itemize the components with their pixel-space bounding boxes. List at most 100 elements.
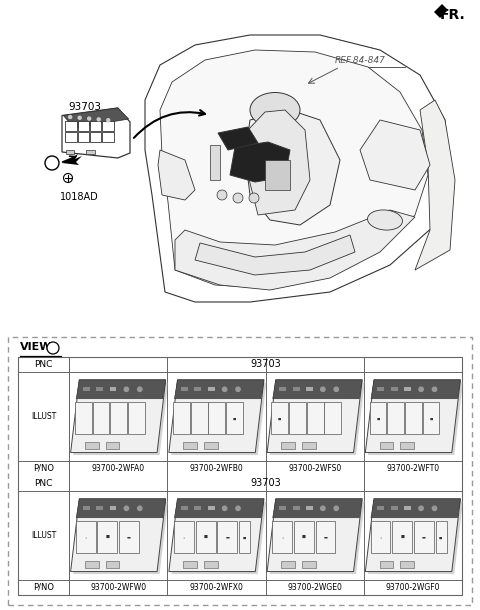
Polygon shape — [270, 382, 365, 455]
Bar — [109, 506, 117, 511]
Circle shape — [334, 506, 338, 511]
Bar — [271, 402, 288, 434]
Text: ■: ■ — [278, 417, 281, 420]
Polygon shape — [62, 108, 130, 158]
Bar — [90, 132, 101, 142]
Bar — [392, 522, 412, 553]
Polygon shape — [62, 154, 82, 165]
Polygon shape — [365, 380, 460, 453]
Bar — [181, 506, 188, 511]
Circle shape — [138, 387, 142, 392]
Bar — [194, 387, 201, 392]
Text: ■: ■ — [439, 536, 442, 539]
Text: A: A — [49, 159, 55, 168]
Text: ILLUST: ILLUST — [31, 412, 56, 421]
Bar — [391, 506, 398, 511]
Polygon shape — [76, 380, 166, 399]
Bar — [404, 506, 411, 511]
Bar — [97, 522, 117, 553]
Bar — [109, 387, 117, 392]
Polygon shape — [71, 499, 166, 572]
Text: ▬: ▬ — [324, 536, 327, 539]
Bar — [83, 387, 90, 392]
Bar — [279, 506, 286, 511]
Text: ■: ■ — [242, 536, 246, 539]
Text: VIEW: VIEW — [20, 342, 52, 352]
Text: PNC: PNC — [35, 479, 53, 488]
Polygon shape — [175, 499, 264, 518]
Bar — [422, 402, 440, 434]
Ellipse shape — [250, 93, 300, 127]
Polygon shape — [73, 382, 168, 455]
Bar — [85, 561, 99, 568]
Bar — [208, 387, 215, 392]
Text: 93703: 93703 — [250, 478, 281, 489]
Polygon shape — [245, 110, 340, 225]
Circle shape — [419, 387, 423, 392]
Text: 93703: 93703 — [68, 102, 101, 112]
Circle shape — [233, 193, 243, 203]
Polygon shape — [71, 380, 166, 453]
Circle shape — [321, 506, 325, 511]
Text: ◦: ◦ — [379, 536, 382, 539]
Bar — [102, 132, 114, 142]
Circle shape — [419, 506, 423, 511]
Text: 93700-2WFA0: 93700-2WFA0 — [92, 464, 145, 473]
Bar — [306, 506, 313, 511]
Text: ◦: ◦ — [183, 536, 185, 539]
Bar — [281, 561, 295, 568]
Bar — [18, 357, 462, 595]
Polygon shape — [169, 380, 264, 453]
Bar — [293, 387, 300, 392]
Text: 93700-2WFX0: 93700-2WFX0 — [190, 583, 243, 592]
Bar — [65, 132, 77, 142]
Polygon shape — [368, 382, 463, 455]
Bar — [272, 522, 292, 553]
Text: ■: ■ — [400, 536, 404, 539]
Polygon shape — [175, 380, 264, 399]
Bar — [380, 442, 394, 449]
Circle shape — [124, 387, 129, 392]
Bar — [90, 121, 101, 131]
Bar — [302, 442, 316, 449]
Bar — [183, 442, 197, 449]
Bar — [405, 402, 422, 434]
Polygon shape — [270, 501, 365, 574]
Bar — [181, 387, 188, 392]
Circle shape — [236, 506, 240, 511]
Bar — [307, 402, 324, 434]
Polygon shape — [267, 499, 362, 572]
Bar — [306, 387, 313, 392]
Bar — [191, 402, 208, 434]
Bar — [78, 121, 89, 131]
Bar — [75, 402, 92, 434]
Bar — [239, 522, 250, 553]
Polygon shape — [195, 235, 355, 275]
Bar — [404, 387, 411, 392]
Circle shape — [432, 506, 437, 511]
Text: P/NO: P/NO — [33, 583, 54, 592]
Text: ▬: ▬ — [127, 536, 131, 539]
Circle shape — [45, 156, 59, 170]
Circle shape — [236, 387, 240, 392]
Polygon shape — [171, 501, 266, 574]
Text: 93700-2WFW0: 93700-2WFW0 — [90, 583, 146, 592]
Bar — [102, 121, 114, 131]
Polygon shape — [371, 499, 460, 518]
Polygon shape — [210, 145, 220, 180]
Circle shape — [217, 190, 227, 200]
Polygon shape — [434, 4, 448, 18]
Bar — [265, 160, 290, 190]
Text: REF.84-847: REF.84-847 — [335, 56, 386, 65]
Bar — [96, 387, 103, 392]
Bar — [128, 402, 145, 434]
Text: ILLUST: ILLUST — [31, 531, 56, 540]
Bar — [370, 402, 386, 434]
Text: ▬: ▬ — [422, 536, 426, 539]
Text: ■: ■ — [106, 536, 109, 539]
Text: ■: ■ — [233, 417, 236, 420]
Polygon shape — [169, 499, 264, 572]
Polygon shape — [273, 499, 362, 518]
Circle shape — [78, 117, 81, 120]
Polygon shape — [371, 380, 460, 399]
